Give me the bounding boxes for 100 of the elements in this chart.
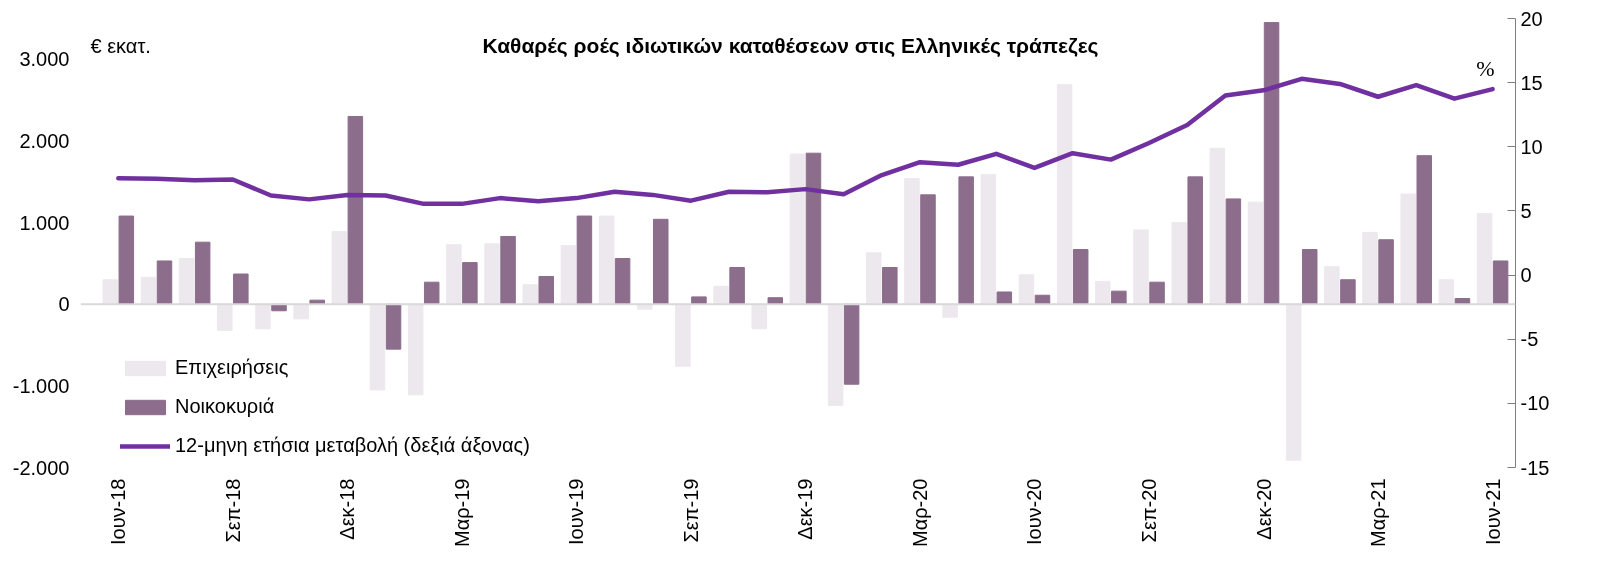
bar [1400, 193, 1416, 305]
bar [866, 252, 882, 305]
bar [1171, 222, 1187, 305]
x-tick-label: Μαρ-19 [450, 478, 473, 548]
bar [522, 284, 538, 305]
bar [331, 231, 348, 305]
x-tick-label: Ιουν-21 [1481, 478, 1504, 546]
bar [942, 303, 958, 318]
bar [843, 303, 860, 385]
bar [576, 215, 593, 305]
bar [560, 244, 577, 305]
text: Καθαρές ροές ιδιωτικών καταθέσεων στις Ελληνικές τράπεζες [482, 34, 1099, 58]
bar [140, 276, 157, 305]
bar [500, 235, 516, 305]
bar [1476, 213, 1493, 305]
bar [369, 303, 386, 391]
bar [1438, 279, 1455, 305]
bar [675, 303, 691, 367]
bar [293, 303, 309, 320]
bar [1187, 176, 1203, 305]
bar [423, 281, 440, 305]
bar [1324, 266, 1340, 305]
bar [729, 266, 745, 305]
bar [102, 279, 119, 305]
bar [156, 260, 173, 305]
bar [462, 262, 478, 305]
y-tick-label: -2.000 [12, 456, 70, 479]
bar [1018, 274, 1035, 305]
y2-tick-label: 15 [1520, 71, 1543, 94]
bar [1492, 260, 1509, 305]
y-tick-label: -1.000 [12, 374, 70, 397]
bar [347, 115, 364, 305]
x-tick-label: Ιουν-20 [1023, 478, 1046, 546]
x-tick-label: Ιουν-19 [565, 478, 588, 546]
y2-tick-label: 0 [1520, 264, 1532, 287]
bar [1263, 22, 1280, 305]
y2-tick-label: -10 [1520, 392, 1550, 415]
y-tick-label: 0 [58, 293, 70, 316]
bar [882, 266, 898, 305]
bar [614, 258, 631, 305]
bar [385, 303, 402, 350]
line-series [116, 76, 1495, 207]
y2-tick-label: -15 [1520, 456, 1550, 479]
bar [1285, 303, 1302, 461]
x-tick-label: Σεπ-18 [221, 478, 244, 543]
bar [1056, 84, 1073, 305]
bar [1362, 231, 1378, 305]
bar [996, 291, 1013, 305]
x-tick-label: Δεκ-20 [1252, 478, 1275, 540]
x-tick-label: Δεκ-19 [794, 478, 817, 540]
y2-tick-label: 10 [1520, 135, 1543, 158]
x-tick-label: Μαρ-21 [1367, 478, 1390, 548]
x-tick-label: Ιουν-18 [107, 478, 130, 546]
y2-tick-label: 5 [1520, 199, 1532, 222]
x-tick-label: Δεκ-18 [336, 478, 359, 540]
legend-label: 12-μηνη ετήσια μεταβολή (δεξιά άξονας) [175, 434, 530, 457]
legend-label: Επιχειρήσεις [175, 356, 289, 379]
y-axis-title: € εκατ. [90, 34, 151, 57]
y2-axis-title: % [1476, 56, 1495, 81]
bar [713, 285, 729, 305]
bar [118, 215, 135, 305]
bar [1133, 229, 1149, 305]
y2-tick-label: 20 [1520, 7, 1543, 30]
bar [789, 153, 806, 305]
bar [538, 275, 554, 305]
bar [653, 218, 669, 305]
bar [1301, 249, 1318, 305]
bar [958, 176, 974, 305]
legend-label: Νοικοκυριά [175, 395, 275, 418]
bar [980, 173, 997, 305]
bar [1416, 155, 1433, 305]
bar [1209, 147, 1226, 305]
x-tick-label: Σεπ-20 [1138, 478, 1161, 543]
bar [255, 303, 271, 330]
y-tick-label: 3.000 [19, 48, 70, 71]
bar [1072, 249, 1089, 305]
bar [904, 178, 920, 305]
y-tick-label: 1.000 [19, 211, 70, 234]
bar [805, 152, 822, 305]
bar [598, 215, 615, 305]
x-tick-label: Σεπ-19 [679, 478, 702, 543]
bar [1225, 198, 1242, 305]
y-tick-label: 2.000 [19, 129, 70, 152]
bar [484, 243, 500, 305]
y2-tick-label: -5 [1520, 328, 1539, 351]
bar [178, 258, 195, 305]
bar [1378, 239, 1394, 305]
bar [194, 241, 211, 305]
bar [1149, 281, 1165, 305]
bar [1247, 201, 1264, 305]
bar [1095, 280, 1111, 305]
bar [920, 194, 936, 305]
bar [827, 303, 844, 406]
bar [217, 303, 233, 331]
bar [233, 273, 249, 305]
bar [446, 244, 462, 305]
bar [1340, 279, 1356, 305]
bar [751, 303, 768, 330]
bar [407, 303, 424, 396]
x-tick-label: Μαρ-20 [908, 478, 931, 548]
